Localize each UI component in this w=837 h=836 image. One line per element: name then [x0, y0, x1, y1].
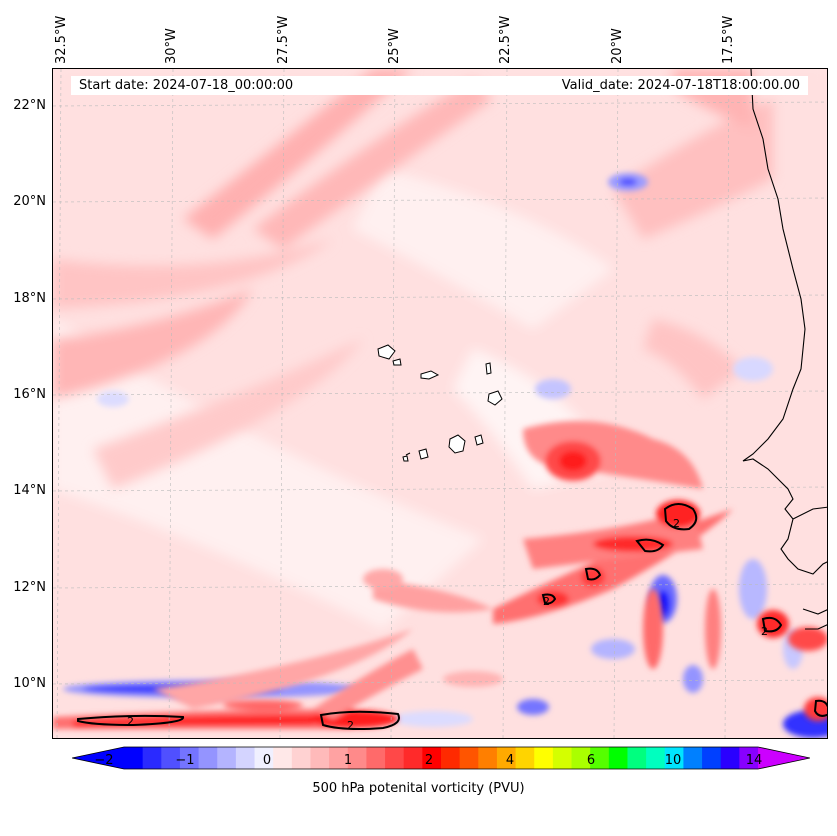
lat-label: 22°N	[13, 98, 46, 113]
colorbar-segment	[478, 747, 498, 769]
colorbar-segment	[198, 747, 218, 769]
colorbar-segment	[291, 747, 311, 769]
colorbar-segment	[124, 747, 144, 769]
colorbar-segment	[422, 747, 442, 769]
lat-label: 12°N	[13, 580, 46, 595]
colorbar-segment	[683, 747, 703, 769]
colorbar-segment	[534, 747, 554, 769]
colorbar-segment	[161, 747, 181, 769]
colorbar-segment	[608, 747, 628, 769]
contour-label: 2	[347, 719, 354, 732]
colorbar-segment	[347, 747, 367, 769]
colorbar-segment	[254, 747, 274, 769]
colorbar-segment	[403, 747, 423, 769]
vorticity-field: 2 2 2 2 2	[53, 69, 827, 738]
colorbar-segment	[627, 747, 647, 769]
colorbar-segment	[720, 747, 740, 769]
contour-label: 2	[761, 625, 768, 638]
colorbar-segment	[739, 747, 759, 769]
colorbar-tick: 10	[664, 753, 682, 768]
colorbar-extend-min	[72, 747, 124, 769]
colorbar-outline	[72, 746, 810, 770]
coastline	[742, 69, 827, 630]
colorbar-segment	[179, 747, 200, 769]
map-panel: 2 2 2 2 2	[52, 68, 828, 739]
colorbar-segment	[552, 747, 573, 769]
colorbar-segment	[366, 747, 386, 769]
colorbar-segment	[646, 747, 666, 769]
start-date-label: Start date: 2024-07-18_00:00:00	[79, 78, 294, 93]
pv-contours	[77, 503, 827, 730]
lon-label: 17.5°W	[721, 15, 736, 64]
lat-label: 18°N	[13, 291, 46, 306]
colorbar-title: 500 hPa potenital vorticity (PVU)	[312, 781, 525, 796]
valid-date-label: Valid_date: 2024-07-18T18:00:00.00	[561, 78, 800, 93]
colorbar-segment	[571, 747, 591, 769]
lon-label: 20°W	[610, 28, 625, 64]
colorbar-tick: 14	[745, 753, 763, 768]
colorbar-tick: −1	[175, 753, 195, 768]
lon-label: 25°W	[387, 28, 402, 64]
date-info-bar: Start date: 2024-07-18_00:00:00 Valid_da…	[71, 76, 808, 95]
colorbar-tick: 1	[343, 753, 353, 768]
lon-label: 27.5°W	[276, 15, 291, 64]
lon-label: 32.5°W	[54, 15, 69, 64]
lon-label: 22.5°W	[498, 15, 513, 64]
islands	[377, 344, 503, 462]
colorbar-segment	[702, 747, 722, 769]
graticule	[53, 69, 827, 738]
lat-label: 16°N	[13, 387, 46, 402]
lat-label: 10°N	[13, 676, 46, 691]
contour-labels: 2 2 2 2 2	[127, 517, 768, 732]
colorbar-tick: 4	[505, 753, 515, 768]
colorbar-segment	[441, 747, 461, 769]
colorbar-segment	[142, 747, 162, 769]
colorbar-tick: 2	[424, 753, 434, 768]
colorbar-segment	[273, 747, 293, 769]
colorbar-segment	[515, 747, 535, 769]
colorbar-segment	[385, 747, 405, 769]
colorbar-segment	[459, 747, 479, 769]
colorbar-extend-max	[758, 747, 810, 769]
colorbar-segment	[235, 747, 256, 769]
colorbar-segment	[329, 747, 349, 769]
colorbar-tick: 6	[586, 753, 596, 768]
colorbar-tick: −2	[94, 753, 114, 768]
lat-label: 20°N	[13, 194, 46, 209]
contour-label: 2	[127, 715, 134, 728]
contour-label: 2	[673, 517, 680, 530]
colorbar-segment	[496, 747, 517, 769]
lon-label: 30°W	[164, 28, 179, 64]
colorbar-segment	[217, 747, 237, 769]
colorbar-segment	[664, 747, 684, 769]
lat-label: 14°N	[13, 483, 46, 498]
colorbar	[72, 746, 810, 770]
colorbar-tick: 0	[262, 753, 272, 768]
colorbar-segment	[590, 747, 610, 769]
colorbar-segment	[310, 747, 330, 769]
contour-label: 2	[543, 595, 550, 608]
